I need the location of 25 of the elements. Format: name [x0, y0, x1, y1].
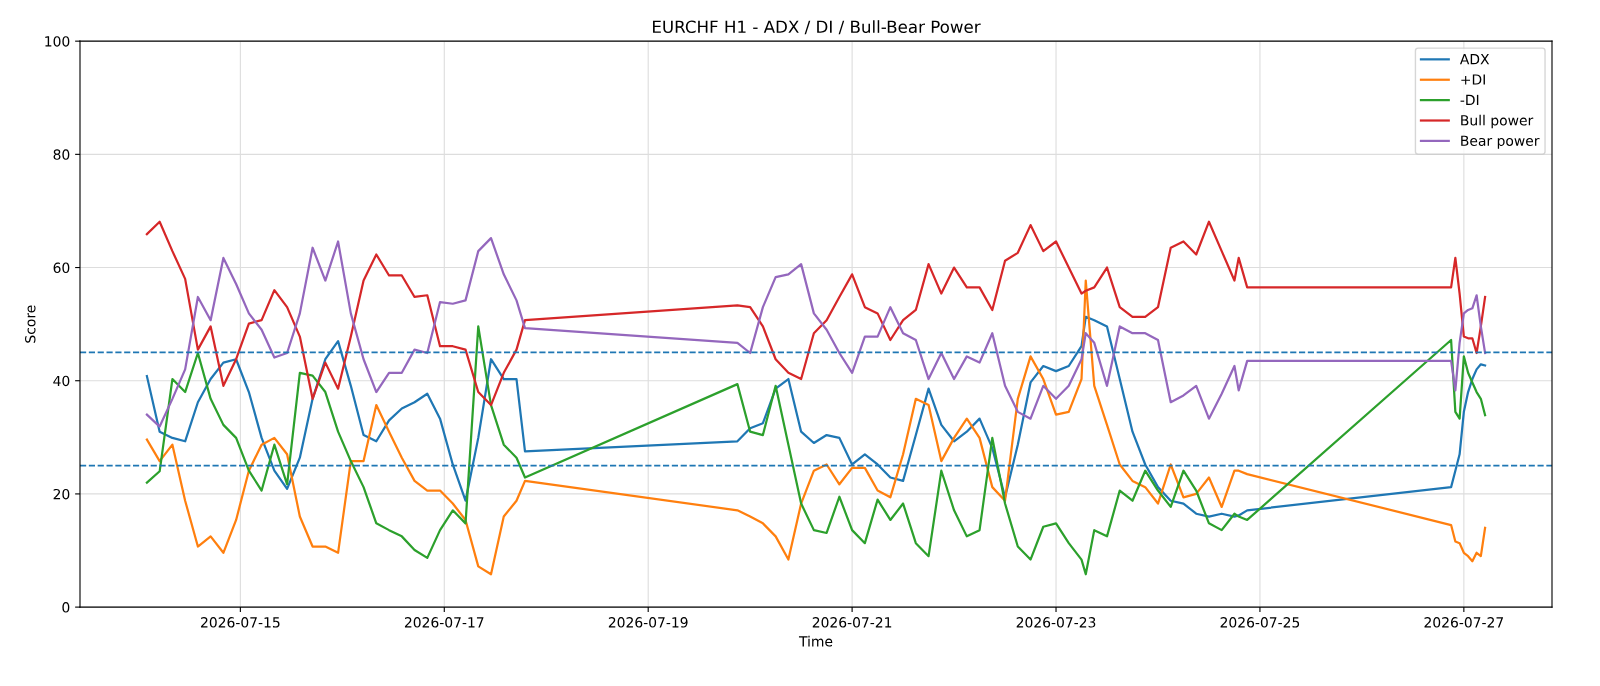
- x-tick-label: 2026-07-23: [1016, 617, 1096, 628]
- x-axis-title: Time: [798, 635, 833, 647]
- y-tick-label: 100: [45, 36, 70, 47]
- y-tick-label: 80: [53, 149, 70, 160]
- legend-label: ADX: [1459, 54, 1490, 65]
- y-tick-label: 60: [53, 262, 70, 274]
- x-tick-label: 2026-07-25: [1220, 617, 1300, 628]
- x-tick-label: 2026-07-27: [1424, 617, 1504, 628]
- line-series: [145, 325, 1487, 576]
- x-tick-label: 2026-07-19: [608, 617, 688, 628]
- legend-label: +DI: [1461, 74, 1485, 85]
- y-tick-label: 20: [53, 488, 70, 500]
- line-series: [145, 279, 1487, 576]
- line-series: [145, 220, 1487, 407]
- legend-label: Bull power: [1461, 114, 1534, 129]
- x-tick-label: 2026-07-17: [404, 617, 484, 628]
- y-axis-title: Score: [25, 305, 36, 343]
- legend-label: Bear power: [1461, 135, 1540, 149]
- line-series: [145, 237, 1487, 428]
- legend-label: -DI: [1460, 94, 1479, 105]
- x-tick-label: 2026-07-21: [812, 617, 892, 628]
- x-tick-label: 2026-07-15: [201, 617, 280, 628]
- chart-title: EURCHF H1 - ADX / DI / Bull-Bear Power: [653, 20, 981, 35]
- y-tick-label: 40: [53, 375, 70, 387]
- y-tick-label: 0: [62, 602, 70, 613]
